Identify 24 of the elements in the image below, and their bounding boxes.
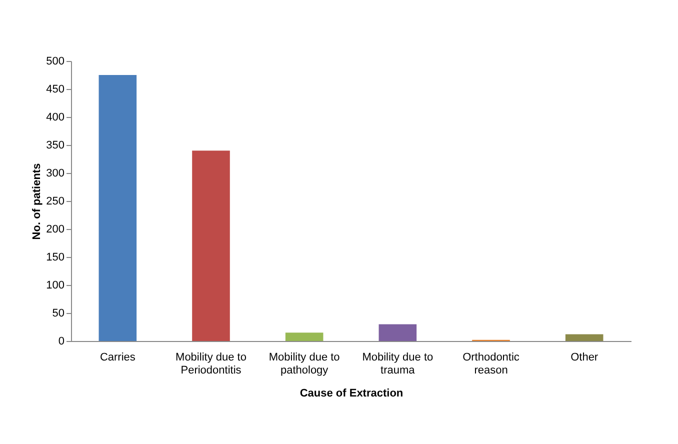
bar bbox=[192, 150, 230, 341]
bar bbox=[98, 75, 137, 341]
y-tick-label: 450 bbox=[46, 84, 64, 96]
y-tick-label: 200 bbox=[46, 224, 64, 236]
y-tick-label: 50 bbox=[52, 308, 64, 320]
y-tick-label: 500 bbox=[46, 56, 64, 68]
x-tick-label: Mobility due to Periodontitis bbox=[176, 352, 246, 376]
y-tick-label: 350 bbox=[46, 140, 64, 152]
x-tick-label: Other bbox=[570, 352, 598, 364]
y-tick-label: 0 bbox=[58, 336, 64, 348]
bar bbox=[378, 324, 417, 341]
y-tick-label: 250 bbox=[46, 196, 64, 208]
x-tick-label: Orthodontic reason bbox=[462, 352, 520, 376]
y-tick-label: 300 bbox=[46, 168, 64, 180]
y-tick-label: 100 bbox=[46, 280, 64, 292]
y-axis-title: No. of patients bbox=[31, 163, 44, 240]
x-tick-label: Mobility due to pathology bbox=[268, 352, 340, 376]
bar bbox=[565, 334, 604, 341]
x-tick-label: Carries bbox=[100, 352, 136, 364]
y-tick-label: 400 bbox=[46, 112, 64, 124]
x-tick-label: Mobility due to trauma bbox=[362, 352, 434, 376]
bar bbox=[285, 332, 324, 341]
x-axis-title: Cause of Extraction bbox=[300, 388, 404, 400]
y-tick-label: 150 bbox=[46, 252, 64, 264]
